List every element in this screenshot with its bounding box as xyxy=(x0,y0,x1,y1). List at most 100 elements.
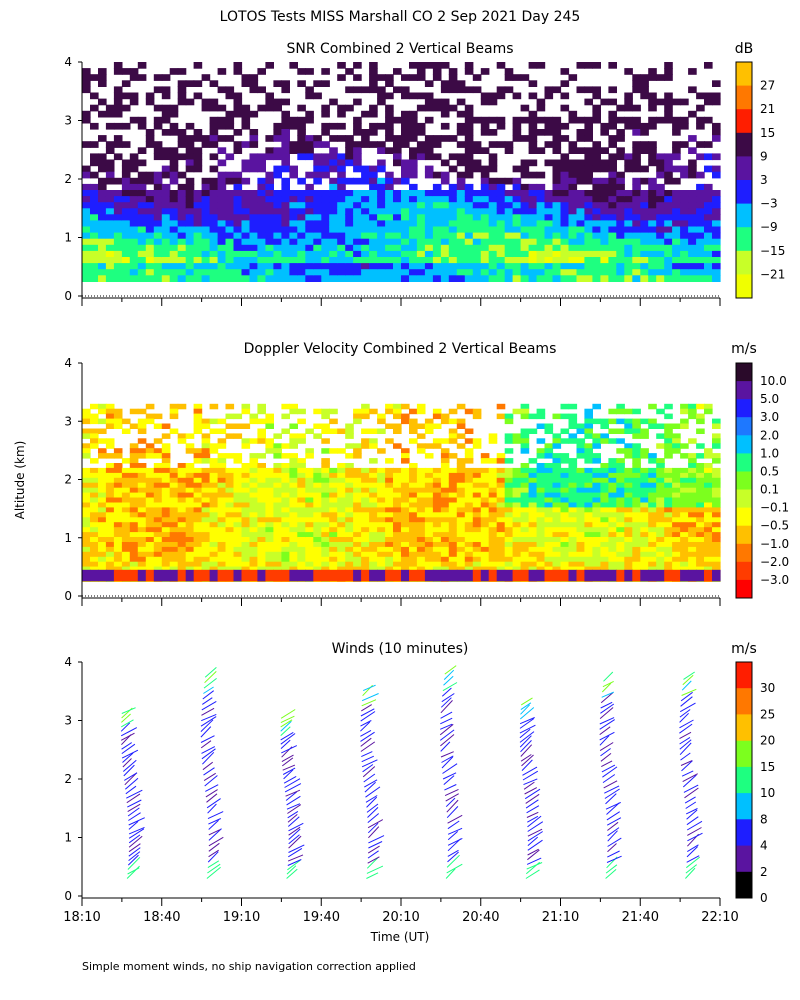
snr-cell xyxy=(105,190,115,197)
doppler-cell xyxy=(456,463,466,469)
snr-cell xyxy=(688,165,697,173)
snr-cell xyxy=(161,226,171,234)
snr-cell xyxy=(177,238,187,246)
doppler-cell xyxy=(177,403,187,410)
snr-cell xyxy=(648,122,657,130)
snr-cell xyxy=(464,232,474,240)
doppler-cell xyxy=(560,477,570,484)
snr-cell xyxy=(640,214,649,221)
doppler-cell xyxy=(265,566,274,573)
doppler-cell xyxy=(608,418,617,425)
doppler-cell xyxy=(281,428,290,434)
doppler-cell xyxy=(225,507,235,513)
snr-cell xyxy=(560,275,570,282)
doppler-cell xyxy=(608,542,617,548)
snr-cell xyxy=(608,257,617,264)
doppler-cell xyxy=(401,522,410,528)
snr-cell xyxy=(233,220,243,228)
snr-cell xyxy=(201,98,211,106)
doppler-cell xyxy=(424,467,434,474)
wind-barb xyxy=(285,791,298,801)
doppler-cell xyxy=(608,512,617,518)
doppler-cell xyxy=(369,458,378,464)
wind-barb xyxy=(367,807,379,818)
doppler-cell xyxy=(393,507,402,513)
doppler-cell xyxy=(416,517,426,523)
snr-cell xyxy=(456,232,466,240)
doppler-cell xyxy=(313,487,322,494)
doppler-cell xyxy=(121,556,131,563)
doppler-cell xyxy=(552,492,562,499)
snr-cell xyxy=(241,159,251,167)
doppler-cell xyxy=(544,453,554,459)
doppler-cell xyxy=(552,458,562,464)
snr-cell xyxy=(105,104,115,112)
snr-cell xyxy=(401,257,410,264)
snr-cell xyxy=(353,244,362,252)
colorbar-label: 4 xyxy=(760,839,768,853)
doppler-cell xyxy=(137,566,147,573)
snr-cell xyxy=(233,92,243,100)
snr-cell xyxy=(576,86,586,94)
doppler-cell xyxy=(177,566,187,573)
snr-cell xyxy=(153,74,163,81)
snr-cell xyxy=(712,220,721,228)
snr-cell xyxy=(153,153,163,161)
snr-cell xyxy=(353,208,362,215)
doppler-cell xyxy=(496,512,506,518)
snr-cell xyxy=(696,104,705,112)
doppler-cell xyxy=(656,467,665,474)
doppler-cell xyxy=(225,467,235,474)
snr-cell xyxy=(416,250,426,258)
snr-cell xyxy=(424,141,434,148)
colorbar-swatch xyxy=(736,62,752,87)
snr-cell xyxy=(680,116,689,124)
doppler-cell xyxy=(345,532,354,538)
doppler-cell xyxy=(137,463,147,469)
snr-cell xyxy=(448,196,458,203)
snr-cell xyxy=(209,116,219,124)
doppler-cell xyxy=(624,443,633,449)
wind-barb xyxy=(446,854,460,868)
doppler-cell xyxy=(632,569,641,582)
doppler-cell xyxy=(640,561,649,568)
doppler-cell xyxy=(608,527,617,533)
doppler-cell xyxy=(329,492,338,499)
snr-cell xyxy=(289,165,298,173)
wind-barb xyxy=(125,785,137,795)
wind-barb xyxy=(204,775,218,787)
wind-barb xyxy=(519,718,535,729)
y-tick-label: 1 xyxy=(64,831,72,845)
wind-barb xyxy=(443,775,455,785)
doppler-cell xyxy=(528,492,538,499)
snr-cell xyxy=(416,275,426,282)
wind-barb xyxy=(202,697,213,705)
snr-cell xyxy=(568,177,578,185)
snr-cell xyxy=(385,269,394,276)
snr-cell xyxy=(648,74,657,81)
wind-barb xyxy=(280,733,296,745)
snr-cell xyxy=(257,153,266,161)
snr-cell xyxy=(137,238,147,246)
snr-cell xyxy=(233,214,243,221)
doppler-cell xyxy=(329,566,338,573)
snr-cell xyxy=(432,275,442,282)
doppler-cell xyxy=(496,532,506,538)
doppler-cell xyxy=(217,428,227,434)
snr-cell xyxy=(401,159,410,167)
snr-cell xyxy=(608,116,617,124)
snr-cell xyxy=(648,141,657,148)
snr-cell xyxy=(353,62,362,69)
snr-cell xyxy=(257,214,266,221)
wind-barb xyxy=(442,772,457,780)
snr-cell xyxy=(217,202,227,209)
snr-cell xyxy=(265,257,274,264)
snr-cell xyxy=(480,250,490,258)
wind-barb xyxy=(128,817,145,826)
snr-cell xyxy=(656,244,665,252)
snr-cell xyxy=(281,98,290,106)
snr-cell xyxy=(480,122,490,130)
doppler-cell xyxy=(568,497,578,503)
snr-cell xyxy=(416,147,426,154)
doppler-cell xyxy=(105,517,115,523)
